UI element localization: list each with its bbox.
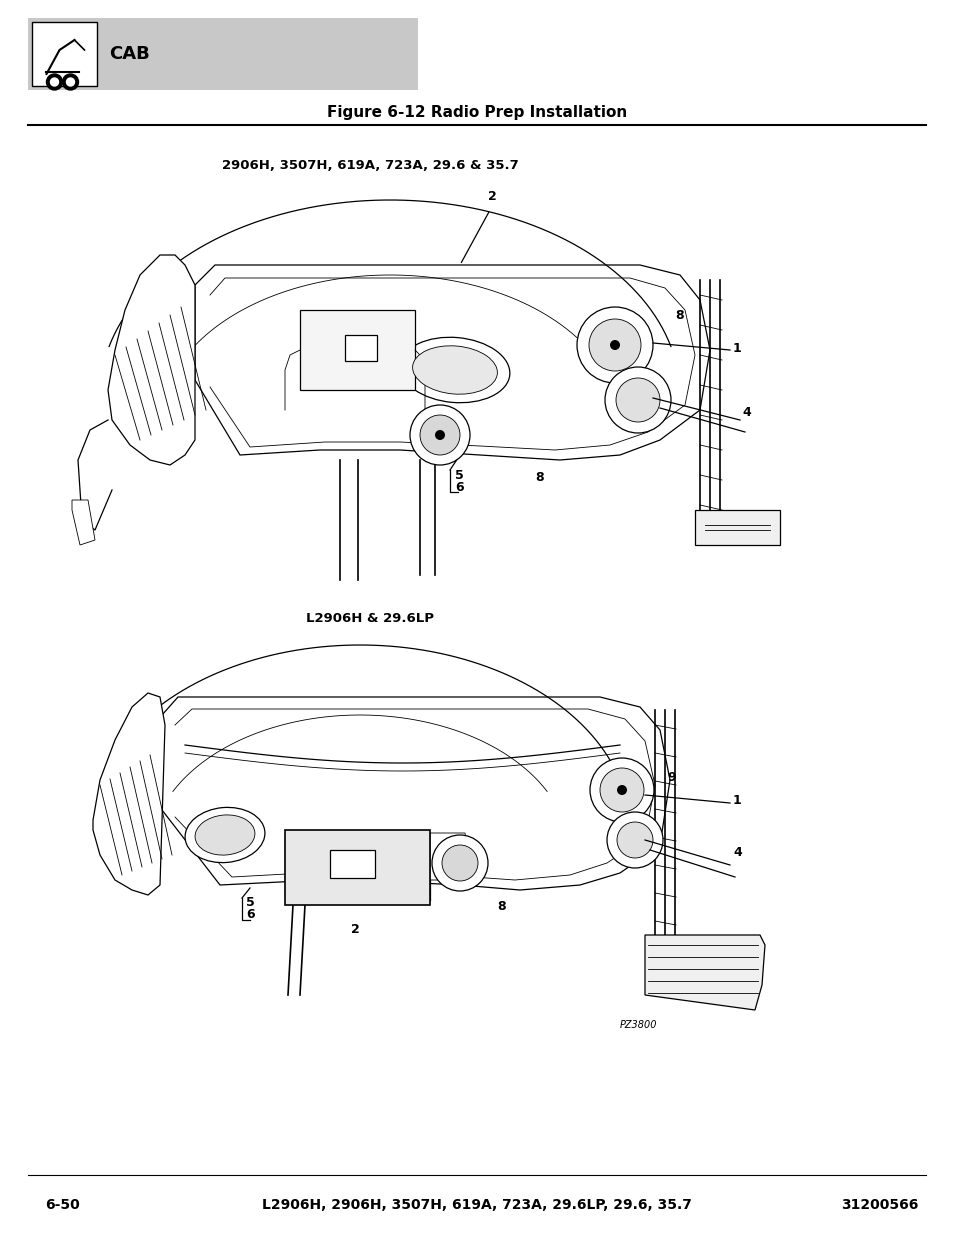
Text: 4: 4 [732, 846, 741, 860]
Circle shape [577, 308, 652, 383]
Bar [28, 19, 417, 90]
Polygon shape [92, 693, 165, 895]
Bar [285, 830, 430, 905]
Text: 4: 4 [741, 405, 750, 419]
Text: 6: 6 [246, 909, 254, 921]
Bar [345, 335, 376, 361]
Circle shape [432, 835, 488, 890]
Circle shape [47, 74, 63, 90]
Polygon shape [194, 266, 709, 459]
Circle shape [599, 768, 643, 811]
Text: 5: 5 [455, 468, 463, 482]
Text: L2906H & 29.6LP: L2906H & 29.6LP [306, 611, 434, 625]
Circle shape [588, 319, 640, 370]
Text: 2: 2 [487, 190, 496, 203]
Text: 9: 9 [667, 771, 676, 783]
Ellipse shape [399, 337, 509, 403]
Polygon shape [71, 500, 95, 545]
Ellipse shape [413, 346, 497, 394]
Text: 6: 6 [455, 480, 463, 494]
Circle shape [67, 78, 74, 86]
Text: 2: 2 [351, 923, 359, 936]
Circle shape [616, 378, 659, 422]
Text: 8: 8 [675, 309, 683, 321]
Text: 5: 5 [246, 897, 254, 909]
Circle shape [617, 785, 626, 795]
Ellipse shape [194, 815, 254, 855]
Text: CAB: CAB [109, 44, 150, 63]
Text: 2906H, 3507H, 619A, 723A, 29.6 & 35.7: 2906H, 3507H, 619A, 723A, 29.6 & 35.7 [221, 158, 517, 172]
Polygon shape [108, 254, 194, 466]
Circle shape [606, 811, 662, 868]
Circle shape [419, 415, 459, 454]
Circle shape [604, 367, 670, 433]
Text: 1: 1 [732, 342, 741, 354]
Ellipse shape [185, 808, 265, 862]
Text: Figure 6-12 Radio Prep Installation: Figure 6-12 Radio Prep Installation [327, 105, 626, 120]
Text: 6-50: 6-50 [45, 1198, 80, 1212]
Circle shape [589, 758, 654, 823]
Circle shape [435, 430, 444, 440]
Text: 31200566: 31200566 [841, 1198, 918, 1212]
Circle shape [617, 823, 652, 858]
Polygon shape [695, 510, 780, 545]
Polygon shape [430, 832, 468, 881]
Text: PZ3800: PZ3800 [618, 1020, 656, 1030]
Bar [330, 850, 375, 878]
Circle shape [609, 340, 619, 350]
Text: 8: 8 [536, 471, 544, 483]
Circle shape [410, 405, 470, 466]
Polygon shape [162, 697, 669, 890]
Text: L2906H, 2906H, 3507H, 619A, 723A, 29.6LP, 29.6, 35.7: L2906H, 2906H, 3507H, 619A, 723A, 29.6LP… [262, 1198, 691, 1212]
Polygon shape [644, 935, 764, 1010]
Bar [32, 22, 97, 86]
Bar [299, 310, 415, 390]
Circle shape [441, 845, 477, 881]
Circle shape [51, 78, 58, 86]
Circle shape [63, 74, 78, 90]
Text: 1: 1 [732, 794, 741, 806]
Text: 8: 8 [497, 900, 506, 914]
